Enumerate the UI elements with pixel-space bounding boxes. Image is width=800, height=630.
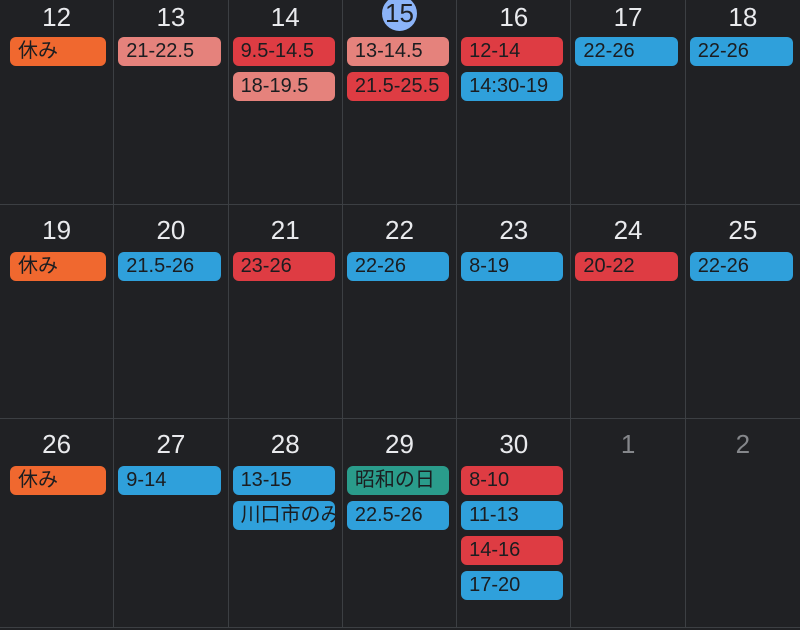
day-cell[interactable]: 24 20-22 xyxy=(571,205,686,418)
event-pill[interactable]: 20-22 xyxy=(575,252,678,281)
date-number[interactable]: 29 xyxy=(385,429,414,459)
date-number[interactable]: 30 xyxy=(499,429,529,459)
date-number[interactable]: 25 xyxy=(728,215,758,245)
day-cell[interactable]: 16 12-14 14:30-19 xyxy=(457,0,572,204)
date-number[interactable]: 2 xyxy=(735,429,751,459)
event-pill[interactable]: 23-26 xyxy=(232,252,335,281)
day-cell[interactable]: 1 xyxy=(571,419,686,627)
day-cell[interactable]: 22 22-26 xyxy=(343,205,458,418)
week-row: 26 休み 27 9-14 28 13-15 川口市のみ 29 昭和の日 22.5-26 30 8-1… xyxy=(0,418,800,628)
date-row: 29 xyxy=(343,419,456,466)
event-pill[interactable]: 休み xyxy=(10,466,107,495)
date-row: 12 xyxy=(0,0,113,37)
day-cell[interactable]: 20 21.5-26 xyxy=(114,205,229,418)
event-pill[interactable]: 21-22.5 xyxy=(118,37,221,66)
date-number[interactable]: 1 xyxy=(620,429,636,459)
event-pill[interactable]: 13-15 xyxy=(232,466,335,495)
date-number[interactable]: 13 xyxy=(156,2,186,32)
date-number[interactable]: 17 xyxy=(613,2,643,32)
date-number[interactable]: 20 xyxy=(156,215,186,245)
event-pill[interactable]: 18-19.5 xyxy=(232,72,335,101)
date-row: 28 xyxy=(229,419,342,466)
day-cell[interactable]: 14 9.5-14.5 18-19.5 xyxy=(229,0,343,204)
date-number[interactable]: 16 xyxy=(499,2,529,32)
day-cell[interactable]: 26 休み xyxy=(0,419,115,627)
event-pill[interactable]: 9.5-14.5 xyxy=(232,37,335,66)
date-number[interactable]: 28 xyxy=(270,429,300,459)
day-cell[interactable]: 30 8-10 11-13 14-16 17-20 xyxy=(457,419,572,627)
date-number[interactable]: 18 xyxy=(728,2,758,32)
day-cell[interactable]: 27 9-14 xyxy=(114,419,229,627)
date-row: 25 xyxy=(686,205,800,252)
date-row: 24 xyxy=(571,205,684,252)
date-number[interactable]: 27 xyxy=(156,429,186,459)
date-row: 21 xyxy=(229,205,342,252)
event-pill[interactable]: 22-26 xyxy=(689,37,793,66)
date-row: 23 xyxy=(457,205,570,252)
selected-date-number[interactable]: 15 xyxy=(381,0,417,31)
date-row: 30 xyxy=(457,419,570,466)
date-number[interactable]: 26 xyxy=(42,429,72,459)
date-row: 19 xyxy=(0,205,113,252)
day-cell[interactable]: 17 22-26 xyxy=(571,0,686,204)
event-pill[interactable]: 22-26 xyxy=(575,37,678,66)
day-cell[interactable]: 29 昭和の日 22.5-26 xyxy=(343,419,458,627)
date-row: 20 xyxy=(114,205,227,252)
date-number[interactable]: 23 xyxy=(499,215,529,245)
date-number[interactable]: 22 xyxy=(385,215,414,245)
week-row: 19 休み 20 21.5-26 21 23-26 22 22-26 23 8-19 24 20-22… xyxy=(0,204,800,418)
event-pill[interactable]: 22.5-26 xyxy=(346,501,450,530)
date-row: 18 xyxy=(686,0,800,37)
day-cell[interactable]: 13 21-22.5 xyxy=(114,0,229,204)
date-row: 22 xyxy=(343,205,456,252)
date-row: 26 xyxy=(0,419,113,466)
date-number[interactable]: 21 xyxy=(270,215,300,245)
day-cell[interactable]: 18 22-26 xyxy=(686,0,800,204)
day-cell[interactable]: 25 22-26 xyxy=(686,205,800,418)
date-row: 14 xyxy=(229,0,342,37)
day-cell[interactable]: 15 13-14.5 21.5-25.5 xyxy=(343,0,458,204)
event-pill[interactable]: 休み xyxy=(10,37,107,66)
day-cell[interactable]: 2 xyxy=(686,419,800,627)
event-pill[interactable]: 休み xyxy=(10,252,107,281)
event-pill[interactable]: 21.5-26 xyxy=(118,252,221,281)
date-number[interactable]: 14 xyxy=(270,2,300,32)
date-row: 16 xyxy=(457,0,570,37)
event-pill[interactable]: 9-14 xyxy=(118,466,221,495)
event-pill[interactable]: 17-20 xyxy=(461,571,564,600)
date-row: 15 xyxy=(343,0,456,37)
event-pill[interactable]: 川口市のみ xyxy=(232,501,335,530)
date-row: 17 xyxy=(571,0,684,37)
event-pill[interactable]: 14:30-19 xyxy=(461,72,564,101)
event-pill[interactable]: 14-16 xyxy=(461,536,564,565)
event-pill[interactable]: 13-14.5 xyxy=(346,37,450,66)
event-pill[interactable]: 11-13 xyxy=(461,501,564,530)
day-cell[interactable]: 19 休み xyxy=(0,205,115,418)
event-pill[interactable]: 22-26 xyxy=(346,252,450,281)
event-pill[interactable]: 8-10 xyxy=(461,466,564,495)
week-row: 12 休み 13 21-22.5 14 9.5-14.5 18-19.5 15 13-14.5 2… xyxy=(0,0,800,204)
date-number[interactable]: 24 xyxy=(613,215,643,245)
event-pill[interactable]: 昭和の日 xyxy=(346,466,450,495)
date-row: 13 xyxy=(114,0,227,37)
day-cell[interactable]: 28 13-15 川口市のみ xyxy=(229,419,343,627)
event-pill[interactable]: 22-26 xyxy=(689,252,793,281)
event-pill[interactable]: 12-14 xyxy=(461,37,564,66)
event-pill[interactable]: 21.5-25.5 xyxy=(346,72,450,101)
date-number[interactable]: 19 xyxy=(42,215,72,245)
date-row: 27 xyxy=(114,419,227,466)
date-number[interactable]: 12 xyxy=(42,2,72,32)
date-row: 2 xyxy=(686,419,800,466)
event-pill[interactable]: 8-19 xyxy=(461,252,564,281)
day-cell[interactable]: 12 休み xyxy=(0,0,115,204)
date-row: 1 xyxy=(571,419,684,466)
day-cell[interactable]: 23 8-19 xyxy=(457,205,572,418)
day-cell[interactable]: 21 23-26 xyxy=(229,205,343,418)
